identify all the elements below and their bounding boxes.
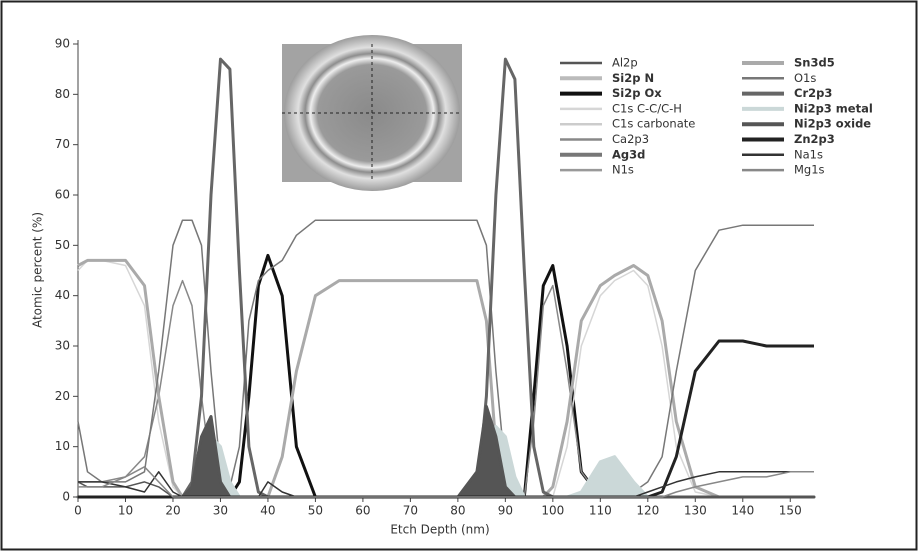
legend-label: N1s (612, 163, 634, 177)
y-tick-label: 90 (55, 37, 70, 51)
x-tick-label: 30 (213, 504, 228, 518)
x-tick-label: 10 (118, 504, 133, 518)
y-axis-label: Atomic percent (%) (31, 212, 45, 328)
legend-label: Ni2p3 metal (794, 101, 873, 115)
legend-label: Ni2p3 oxide (794, 117, 871, 131)
legend-label: Cr2p3 (794, 86, 832, 100)
legend-label: Zn2p3 (794, 132, 835, 146)
y-tick-label: 70 (55, 137, 70, 151)
series-line (77, 219, 814, 498)
x-tick-label: 120 (636, 504, 659, 518)
legend-label: Ag3d (612, 147, 645, 161)
legend-label: C1s carbonate (612, 117, 695, 131)
y-tick-label: 40 (55, 288, 70, 302)
legend-label: Mg1s (794, 163, 825, 177)
x-tick-label: 50 (308, 504, 323, 518)
x-tick-label: 110 (589, 504, 612, 518)
x-tick-label: 70 (403, 504, 418, 518)
legend-label: O1s (794, 71, 816, 85)
x-tick-label: 0 (74, 504, 82, 518)
legend-label: C1s C-C/C-H (612, 101, 682, 115)
y-tick-label: 60 (55, 188, 70, 202)
series-line (78, 466, 814, 498)
legend-label: Al2p (612, 56, 638, 70)
x-axis-label: Etch Depth (nm) (390, 523, 489, 537)
x-tick-label: 100 (541, 504, 564, 518)
legend-label: Si2p Ox (612, 86, 662, 100)
y-tick-label: 0 (62, 490, 70, 504)
x-tick-label: 40 (260, 504, 275, 518)
legend-label: Si2p N (612, 71, 654, 85)
y-tick-label: 20 (55, 389, 70, 403)
y-tick-label: 10 (55, 439, 70, 453)
legend-label: Ca2p3 (612, 132, 649, 146)
x-tick-label: 90 (498, 504, 513, 518)
y-tick-label: 30 (55, 339, 70, 353)
x-tick-label: 80 (450, 504, 465, 518)
series-area (76, 404, 816, 499)
x-tick-label: 150 (779, 504, 802, 518)
x-tick-label: 20 (165, 504, 180, 518)
x-tick-label: 60 (355, 504, 370, 518)
y-tick-label: 80 (55, 87, 70, 101)
legend-label: Sn3d5 (794, 56, 835, 70)
inset-image (282, 35, 462, 191)
x-tick-label: 140 (731, 504, 754, 518)
y-tick-label: 50 (55, 238, 70, 252)
legend-label: Na1s (794, 147, 823, 161)
x-tick-label: 130 (684, 504, 707, 518)
